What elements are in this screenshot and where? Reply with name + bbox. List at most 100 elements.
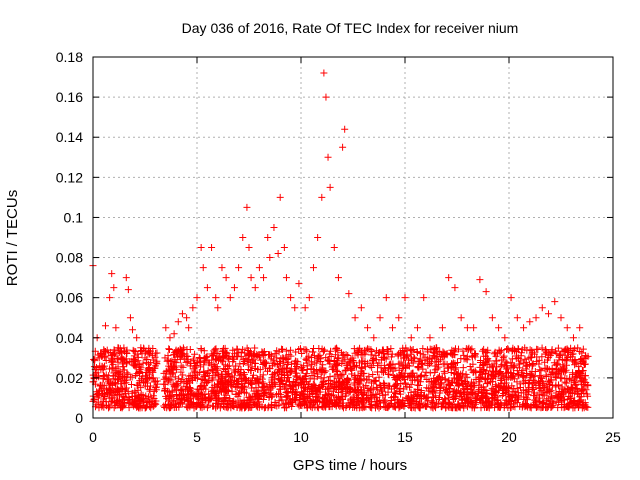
band-point (338, 359, 346, 367)
band-point (221, 394, 229, 402)
band-point (572, 359, 580, 367)
band-point (260, 404, 268, 412)
band-point (367, 351, 375, 359)
band-point (570, 377, 578, 385)
band-point (188, 388, 196, 396)
band-point (357, 367, 365, 375)
data-point (538, 304, 546, 312)
band-point (142, 398, 150, 406)
band-point (269, 381, 277, 389)
band-point (335, 374, 343, 382)
band-point (502, 384, 510, 392)
band-point (571, 397, 579, 405)
band-point (302, 372, 310, 380)
band-point (107, 394, 115, 402)
band-point (508, 372, 516, 380)
band-point (298, 366, 306, 374)
band-point (576, 374, 584, 382)
band-point (232, 362, 240, 370)
band-point (244, 361, 252, 369)
band-point (531, 378, 539, 386)
band-point (428, 398, 436, 406)
band-point (183, 380, 191, 388)
data-point (389, 324, 397, 332)
band-point (273, 402, 281, 410)
band-point (186, 362, 194, 370)
band-point (201, 377, 209, 385)
band-point (125, 404, 133, 412)
band-point (543, 385, 551, 393)
band-point (180, 379, 188, 387)
band-point (364, 387, 372, 395)
band-point (336, 402, 344, 410)
band-point (448, 378, 456, 386)
band-point (91, 355, 99, 363)
data-point (318, 193, 326, 201)
band-point (502, 358, 510, 366)
band-point (475, 386, 483, 394)
band-point (423, 375, 431, 383)
band-point (428, 397, 436, 405)
band-point (551, 373, 559, 381)
data-point (230, 284, 238, 292)
band-point (244, 357, 252, 365)
band-point (267, 390, 275, 398)
band-point (378, 368, 386, 376)
band-point (387, 345, 395, 353)
data-point (141, 354, 149, 362)
band-point (207, 395, 215, 403)
band-point (516, 380, 524, 388)
band-point (501, 362, 509, 370)
band-point (123, 358, 131, 366)
band-point (201, 357, 209, 365)
band-point (414, 363, 422, 371)
grid-lines (93, 57, 613, 418)
band-point (380, 379, 388, 387)
band-point (561, 378, 569, 386)
band-point (265, 394, 273, 402)
band-point (98, 403, 106, 411)
band-point (199, 382, 207, 390)
band-point (275, 397, 283, 405)
data-point (110, 284, 118, 292)
data-point (370, 334, 378, 342)
band-point (321, 394, 329, 402)
band-point (310, 352, 318, 360)
band-point (472, 376, 480, 384)
data-point (357, 304, 365, 312)
data-point (557, 314, 565, 322)
band-point (369, 370, 377, 378)
band-point (415, 364, 423, 372)
band-point (458, 379, 466, 387)
band-point (197, 345, 205, 353)
data-point (162, 324, 170, 332)
plot-frame (92, 56, 614, 419)
band-point (452, 379, 460, 387)
band-point (279, 354, 287, 362)
band-point (239, 359, 247, 367)
band-point (413, 349, 421, 357)
band-point (352, 386, 360, 394)
band-point (170, 351, 178, 359)
band-point (550, 369, 558, 377)
band-point (566, 375, 574, 383)
band-point (96, 386, 104, 394)
band-point (121, 396, 129, 404)
band-point (387, 385, 395, 393)
band-point (233, 345, 241, 353)
band-point (330, 391, 338, 399)
band-point (544, 387, 552, 395)
band-point (249, 356, 257, 364)
band-point (359, 399, 367, 407)
data-point (420, 294, 428, 302)
data-point (482, 288, 490, 296)
band-point (577, 396, 585, 404)
y-tick-label: 0.14 (56, 129, 83, 145)
band-point (538, 344, 546, 352)
band-point (178, 351, 186, 359)
band-point (489, 372, 497, 380)
data-point (108, 270, 116, 278)
band-point (320, 381, 328, 389)
band-point (521, 355, 529, 363)
band-point (563, 402, 571, 410)
